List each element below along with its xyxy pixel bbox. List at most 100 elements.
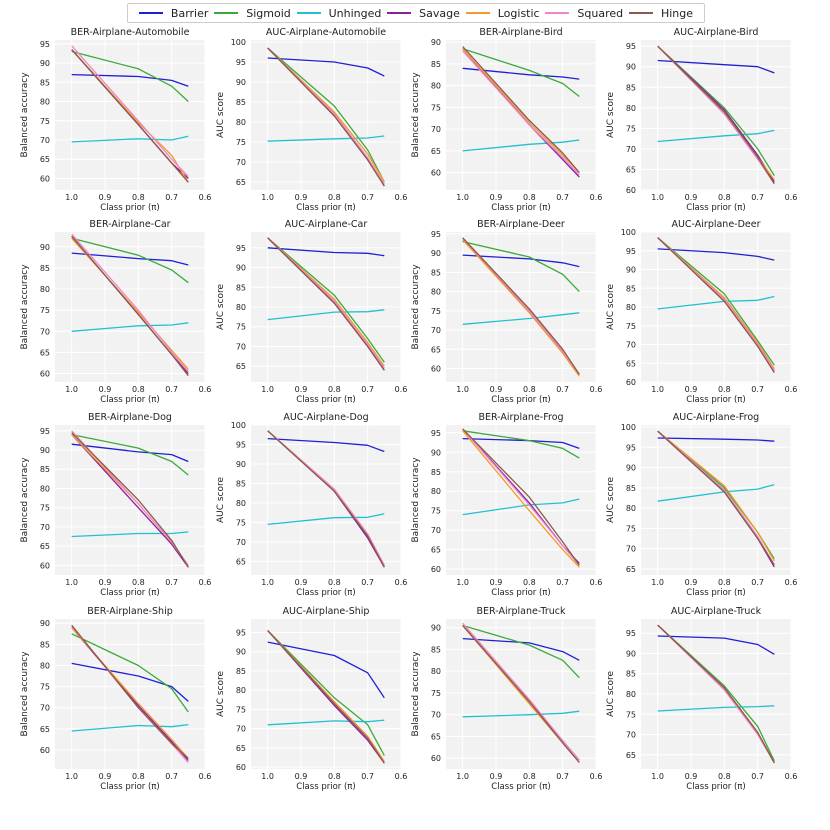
y-axis-label: Balanced accuracy bbox=[411, 457, 421, 543]
y-tick-label: 70 bbox=[626, 545, 636, 554]
y-tick-label: 90 bbox=[626, 266, 636, 275]
y-tick-label: 85 bbox=[626, 670, 636, 679]
x-axis-label: Class prior (π) bbox=[296, 782, 355, 792]
x-tick-label: 0.7 bbox=[165, 578, 178, 587]
y-tick-label: 65 bbox=[626, 165, 636, 174]
x-tick-label: 0.8 bbox=[718, 385, 731, 394]
x-tick-label: 0.7 bbox=[361, 578, 374, 587]
y-axis-label: AUC score bbox=[216, 477, 226, 524]
legend-swatch bbox=[465, 12, 490, 14]
x-tick-label: 0.9 bbox=[295, 193, 308, 202]
legend-item: Logistic bbox=[465, 7, 540, 20]
series-line-hinge bbox=[267, 47, 385, 187]
y-tick-label: 75 bbox=[236, 518, 246, 527]
y-tick-label: 90 bbox=[626, 63, 636, 72]
y-tick-label: 65 bbox=[236, 557, 246, 566]
x-tick-label: 0.6 bbox=[199, 385, 212, 394]
series-line-hinge bbox=[657, 430, 775, 566]
y-tick-label: 80 bbox=[236, 686, 246, 695]
x-axis-label: Class prior (π) bbox=[491, 588, 550, 598]
series-line-unhinged bbox=[462, 312, 580, 325]
x-tick-label: 0.6 bbox=[395, 385, 408, 394]
series-line-sigmoid bbox=[267, 47, 385, 183]
y-tick-label: 85 bbox=[236, 283, 246, 292]
series-line-squared bbox=[657, 237, 775, 372]
series-line-barrier bbox=[267, 247, 385, 257]
series-line-barrier bbox=[657, 59, 775, 74]
legend-swatch bbox=[138, 12, 163, 14]
y-tick-label: 85 bbox=[431, 60, 441, 69]
y-tick-label: 95 bbox=[431, 230, 441, 239]
y-tick-label: 100 bbox=[621, 423, 636, 432]
x-axis-label: Class prior (π) bbox=[491, 782, 550, 792]
y-tick-label: 65 bbox=[236, 744, 246, 753]
y-axis-label: AUC score bbox=[606, 477, 616, 524]
y-tick-label: 70 bbox=[431, 125, 441, 134]
legend-label: Savage bbox=[419, 6, 460, 20]
x-tick-label: 1.0 bbox=[65, 193, 78, 202]
chart-title: AUC-Airplane-Frog bbox=[673, 412, 759, 423]
y-tick-label: 65 bbox=[431, 345, 441, 354]
y-tick-label: 95 bbox=[236, 628, 246, 637]
x-tick-label: 0.9 bbox=[685, 772, 698, 781]
series-line-sigmoid bbox=[462, 624, 580, 679]
series-line-squared bbox=[267, 237, 385, 369]
y-axis-label: Balanced accuracy bbox=[411, 651, 421, 737]
y-axis-label: AUC score bbox=[606, 671, 616, 718]
plot-area bbox=[446, 232, 596, 382]
series-line-hinge bbox=[267, 237, 385, 371]
y-axis-label: Balanced accuracy bbox=[20, 651, 30, 737]
series-line-hinge bbox=[71, 235, 189, 377]
x-axis-label: Class prior (π) bbox=[100, 588, 159, 598]
y-tick-label: 75 bbox=[431, 507, 441, 516]
y-tick-label: 90 bbox=[431, 624, 441, 633]
y-tick-label: 90 bbox=[40, 243, 50, 252]
x-tick-label: 1.0 bbox=[261, 193, 274, 202]
series-line-sigmoid bbox=[71, 237, 189, 284]
series-line-unhinged bbox=[71, 322, 189, 332]
x-tick-label: 0.8 bbox=[132, 772, 145, 781]
y-tick-label: 65 bbox=[40, 155, 50, 164]
x-axis-label: Class prior (π) bbox=[686, 395, 745, 405]
x-tick-label: 0.6 bbox=[199, 578, 212, 587]
legend: Barrier Sigmoid Unhinged Savage Logistic Squa… bbox=[127, 3, 705, 23]
y-tick-label: 70 bbox=[40, 327, 50, 336]
y-tick-label: 60 bbox=[626, 186, 636, 195]
x-tick-label: 0.9 bbox=[490, 193, 503, 202]
chart-panel: 1.0 0.9 0.8 0.7 0.6 65 70 75 80 85 90 95 100 AUC-Airp… bbox=[216, 412, 407, 598]
x-tick-label: 0.9 bbox=[295, 772, 308, 781]
x-tick-label: 0.7 bbox=[361, 193, 374, 202]
series-line-unhinged bbox=[657, 295, 775, 310]
chart-title: BER-Airplane-Car bbox=[89, 219, 170, 230]
y-tick-label: 95 bbox=[626, 443, 636, 452]
chart-panel: 1.0 0.9 0.8 0.7 0.6 60 65 70 75 80 85 90 95 BER-Airpl… bbox=[411, 219, 602, 405]
series-line-unhinged bbox=[267, 309, 385, 321]
y-tick-label: 80 bbox=[626, 104, 636, 113]
y-tick-label: 95 bbox=[236, 244, 246, 253]
series-line-squared bbox=[462, 428, 580, 566]
x-tick-label: 1.0 bbox=[65, 385, 78, 394]
y-tick-label: 80 bbox=[40, 484, 50, 493]
y-tick-label: 80 bbox=[236, 499, 246, 508]
plot-area bbox=[641, 40, 791, 190]
x-axis-label: Class prior (π) bbox=[491, 395, 550, 405]
y-tick-label: 65 bbox=[236, 178, 246, 187]
series-line-squared bbox=[462, 50, 580, 176]
x-tick-label: 1.0 bbox=[261, 578, 274, 587]
series-line-sigmoid bbox=[71, 633, 189, 713]
y-tick-label: 95 bbox=[236, 440, 246, 449]
legend-item: Hinge bbox=[628, 7, 693, 20]
series-line-barrier bbox=[657, 248, 775, 261]
y-tick-label: 70 bbox=[431, 326, 441, 335]
y-tick-label: 90 bbox=[431, 249, 441, 258]
y-tick-label: 85 bbox=[40, 465, 50, 474]
y-tick-label: 65 bbox=[431, 546, 441, 555]
chart-title: AUC-Airplane-Bird bbox=[674, 27, 759, 38]
y-tick-label: 70 bbox=[236, 538, 246, 547]
chart-title: BER-Airplane-Automobile bbox=[71, 27, 190, 38]
y-tick-label: 90 bbox=[40, 59, 50, 68]
series-line-unhinged bbox=[657, 483, 775, 502]
x-tick-label: 0.6 bbox=[395, 772, 408, 781]
series-line-hinge bbox=[657, 45, 775, 185]
series-line-barrier bbox=[267, 641, 385, 699]
